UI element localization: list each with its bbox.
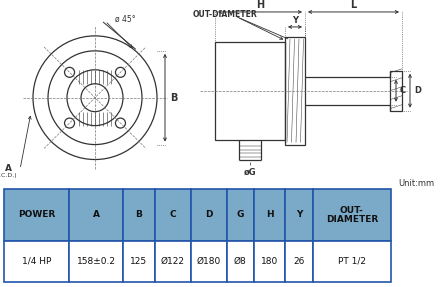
Bar — [215, 42, 285, 139]
Text: 1/4 HP: 1/4 HP — [22, 257, 52, 266]
Text: C: C — [169, 210, 176, 220]
Bar — [313, 241, 391, 282]
Text: 180: 180 — [261, 257, 278, 266]
Text: Ø122: Ø122 — [161, 257, 185, 266]
Text: OUT-DIAMETER: OUT-DIAMETER — [193, 10, 257, 20]
Bar — [123, 189, 155, 241]
Bar — [191, 189, 227, 241]
Text: Ø180: Ø180 — [197, 257, 221, 266]
Text: OUT-
DIAMETER: OUT- DIAMETER — [326, 206, 378, 224]
Bar — [227, 241, 254, 282]
Bar — [191, 241, 227, 282]
Text: Unit:mm: Unit:mm — [398, 179, 435, 188]
Text: 158±0.2: 158±0.2 — [77, 257, 116, 266]
Bar — [285, 241, 313, 282]
Text: A: A — [93, 210, 100, 220]
Bar — [69, 241, 123, 282]
Text: C: C — [400, 86, 406, 95]
Text: Y: Y — [292, 16, 298, 25]
Text: H: H — [256, 0, 264, 10]
Text: A: A — [4, 164, 12, 173]
Text: ø 45°: ø 45° — [115, 14, 136, 24]
Bar — [254, 189, 285, 241]
Text: D: D — [205, 210, 212, 220]
Text: B: B — [170, 93, 177, 103]
Bar — [155, 241, 191, 282]
Text: PT 1/2: PT 1/2 — [338, 257, 366, 266]
Bar — [285, 37, 305, 145]
Bar — [313, 189, 391, 241]
Bar — [123, 241, 155, 282]
Text: H: H — [266, 210, 273, 220]
Text: Ø8: Ø8 — [234, 257, 246, 266]
Text: B: B — [135, 210, 142, 220]
Bar — [285, 189, 313, 241]
Bar — [4, 241, 69, 282]
Text: 125: 125 — [130, 257, 147, 266]
Bar — [69, 189, 123, 241]
Text: øG: øG — [244, 168, 256, 177]
Bar — [155, 189, 191, 241]
Text: D: D — [414, 86, 421, 95]
Text: (P.C.D.): (P.C.D.) — [0, 173, 17, 179]
Text: G: G — [237, 210, 244, 220]
Text: L: L — [350, 0, 357, 10]
Bar — [227, 189, 254, 241]
Text: Y: Y — [296, 210, 302, 220]
Bar — [254, 241, 285, 282]
Text: 26: 26 — [293, 257, 305, 266]
Bar — [4, 189, 69, 241]
Bar — [390, 71, 402, 111]
Text: POWER: POWER — [18, 210, 56, 220]
